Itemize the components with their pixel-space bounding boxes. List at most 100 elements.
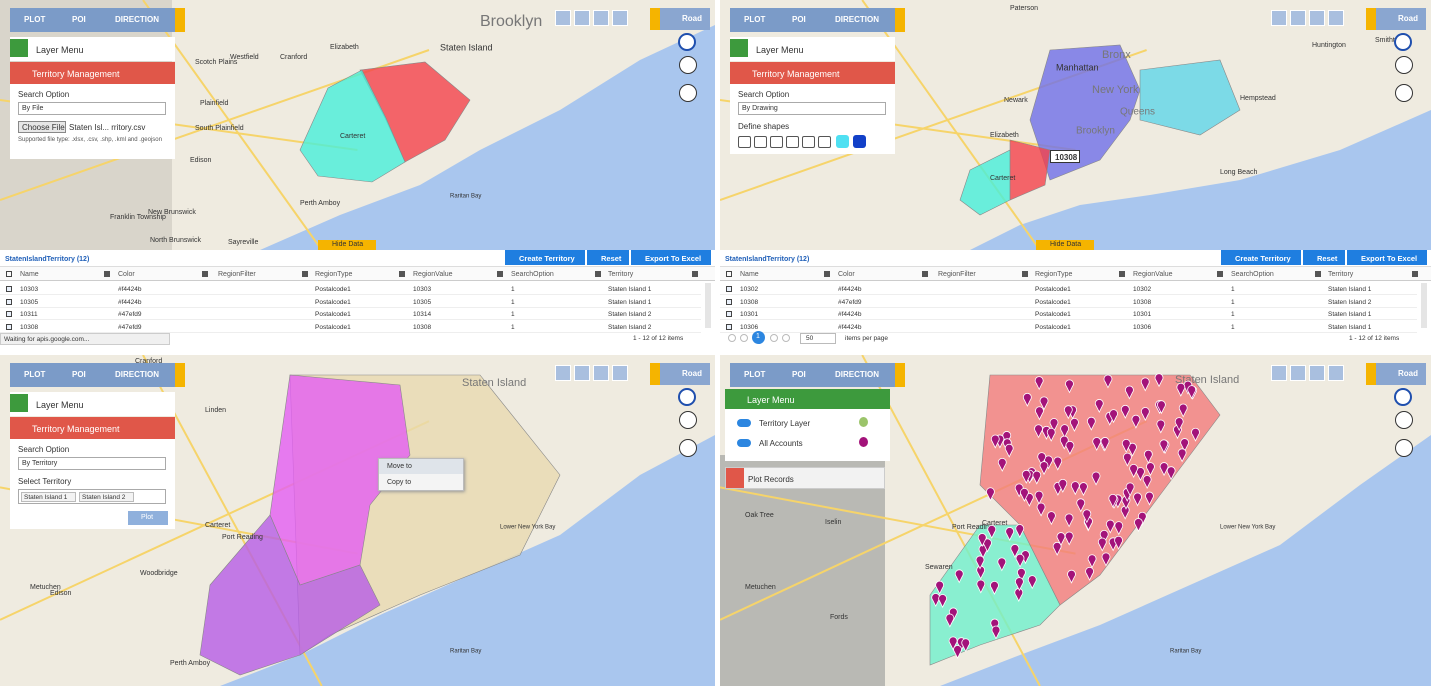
grid-title[interactable]: StatenIslandTerritory (12) [725, 256, 810, 263]
map-tool[interactable] [612, 365, 628, 381]
grid-button-label[interactable]: Create Territory [519, 254, 575, 263]
map-tool[interactable] [574, 10, 590, 26]
row-checkbox[interactable] [726, 311, 732, 317]
column-filter[interactable] [692, 271, 698, 277]
column-header[interactable]: Name [20, 271, 39, 278]
column-filter[interactable] [497, 271, 503, 277]
grid-button-label[interactable]: Create Territory [1235, 254, 1291, 263]
toolbar-button[interactable]: PLOT [744, 370, 766, 379]
grid-button[interactable]: Create Territory [505, 250, 585, 265]
column-filter[interactable] [824, 271, 830, 277]
column-header[interactable]: RegionValue [413, 271, 453, 278]
column-filter[interactable] [595, 271, 601, 277]
zoom-in[interactable] [679, 56, 697, 74]
collapse-tab[interactable] [175, 363, 185, 387]
grid-title[interactable]: StatenIslandTerritory (12) [5, 256, 90, 263]
map-tool[interactable] [1309, 10, 1325, 26]
row-checkbox[interactable] [6, 298, 12, 305]
zoom-out[interactable] [679, 84, 697, 102]
hide-data-label[interactable]: Hide Data [332, 241, 364, 248]
road-switch[interactable]: Road [1376, 8, 1426, 30]
road-switch[interactable]: Road [1376, 363, 1426, 385]
select-all[interactable] [6, 271, 12, 277]
toolbar-button[interactable]: POI [72, 370, 86, 379]
compass[interactable] [678, 33, 696, 51]
column-filter[interactable] [1022, 271, 1028, 277]
compass[interactable] [1394, 33, 1412, 51]
context-item[interactable]: Copy to [379, 475, 463, 490]
page-size[interactable]: 50 [800, 333, 836, 344]
compass[interactable] [1394, 388, 1412, 406]
column-filter[interactable] [399, 271, 405, 277]
pager-page-number[interactable]: 1 [756, 333, 760, 340]
shape-tool[interactable] [786, 136, 799, 148]
map-tool[interactable] [593, 365, 609, 381]
column-header[interactable]: SearchOption [1231, 271, 1274, 278]
column-filter[interactable] [1412, 271, 1418, 277]
map-tool[interactable] [1271, 365, 1287, 381]
close[interactable] [158, 67, 168, 77]
zoom-in[interactable] [1395, 56, 1413, 74]
zoom-out[interactable] [679, 439, 697, 457]
layer-menu-title[interactable]: Layer Menu [36, 400, 84, 410]
row-checkbox[interactable] [726, 286, 732, 292]
column-header[interactable]: SearchOption [511, 271, 554, 278]
hide-data-label[interactable]: Hide Data [1050, 241, 1082, 248]
map-tool[interactable] [1271, 10, 1287, 26]
road-label[interactable]: Road [682, 14, 702, 23]
expand-tab[interactable] [650, 363, 660, 385]
search-select[interactable]: By Territory [18, 457, 166, 470]
context-item-label[interactable]: Copy to [387, 479, 412, 486]
column-header[interactable]: RegionFilter [218, 271, 256, 278]
column-header[interactable]: Name [740, 271, 759, 278]
collapse-tab[interactable] [175, 8, 185, 32]
toolbar-button[interactable]: PLOT [24, 15, 46, 24]
plot-records-title[interactable]: Plot Records [748, 475, 794, 484]
shape-tool[interactable] [818, 136, 831, 148]
grid-button-label[interactable]: Reset [1317, 254, 1338, 263]
column-filter[interactable] [302, 271, 308, 277]
shape-tool[interactable] [802, 136, 815, 148]
layer-menu-title[interactable]: Layer Menu [36, 45, 84, 55]
column-header[interactable]: Territory [1328, 271, 1354, 278]
row-checkbox[interactable] [726, 323, 732, 330]
layer-menu-title[interactable]: Layer Menu [756, 45, 804, 55]
column-header[interactable]: Territory [608, 271, 634, 278]
map-tool[interactable] [593, 10, 609, 26]
fill-color[interactable] [836, 135, 849, 148]
toolbar-button[interactable]: DIRECTION [115, 370, 159, 379]
map-tool[interactable] [555, 10, 571, 26]
layer-toggle[interactable] [737, 439, 751, 447]
close[interactable] [158, 422, 168, 432]
column-filter[interactable] [202, 271, 208, 277]
shape-tool[interactable] [754, 136, 767, 148]
collapse-tab[interactable] [895, 8, 905, 32]
plot-label[interactable]: Plot [141, 514, 154, 521]
grid-button[interactable]: Create Territory [1221, 250, 1301, 265]
row-checkbox[interactable] [6, 323, 12, 330]
map-tool[interactable] [1290, 10, 1306, 26]
expand-tab[interactable] [1366, 8, 1376, 30]
toolbar-button[interactable]: PLOT [744, 15, 766, 24]
column-filter[interactable] [1315, 271, 1321, 277]
column-header[interactable]: RegionFilter [938, 271, 976, 278]
grid-button-label[interactable]: Export To Excel [1361, 254, 1418, 263]
toolbar-button[interactable]: PLOT [24, 370, 46, 379]
pager-nav[interactable] [740, 334, 748, 342]
column-header[interactable]: Color [118, 271, 135, 278]
toolbar-button[interactable]: POI [72, 15, 86, 24]
plot-button[interactable]: Plot [128, 511, 168, 525]
layer-toggle[interactable] [737, 419, 751, 427]
road-switch[interactable]: Road [660, 363, 710, 385]
expand-tab[interactable] [650, 8, 660, 30]
column-header[interactable]: RegionValue [1133, 271, 1173, 278]
map-tool[interactable] [574, 365, 590, 381]
pager-nav[interactable] [770, 334, 778, 342]
row-checkbox[interactable] [6, 286, 12, 292]
map-tool[interactable] [612, 10, 628, 26]
toolbar-button[interactable]: DIRECTION [115, 15, 159, 24]
choose-file-label[interactable]: Choose File [22, 123, 65, 132]
grid-button[interactable]: Export To Excel [631, 250, 711, 265]
search-select[interactable]: By File [18, 102, 166, 115]
map-tool[interactable] [1328, 365, 1344, 381]
